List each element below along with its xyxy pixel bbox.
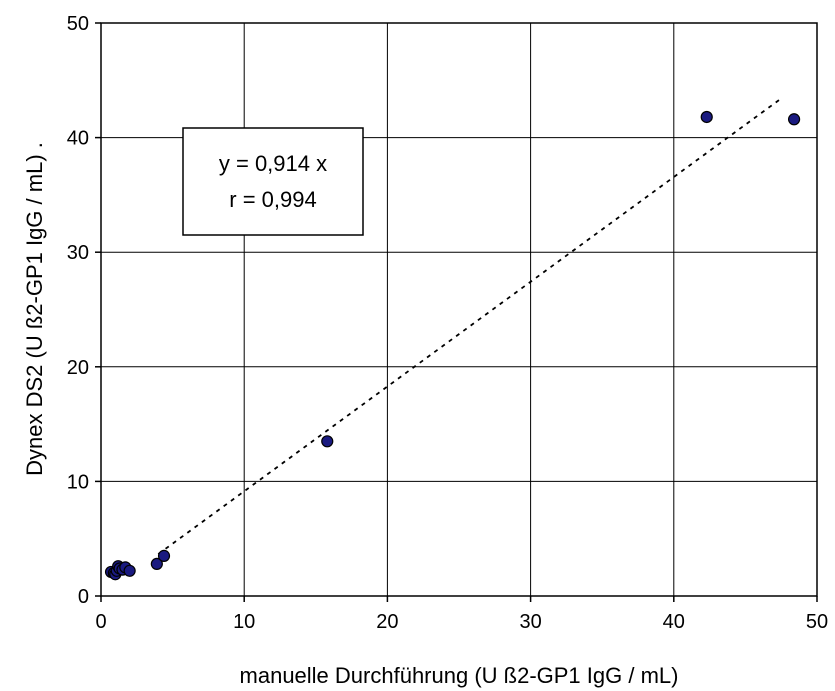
x-tick-label-0: 0 xyxy=(95,611,106,633)
x-tick-label-10: 10 xyxy=(233,611,255,633)
y-tick-label-30: 30 xyxy=(67,242,89,264)
x-tick-label-50: 50 xyxy=(806,611,828,633)
annotation-equation: y = 0,914 x xyxy=(219,151,327,176)
y-tick-label-10: 10 xyxy=(67,471,89,493)
data-point-0-12 xyxy=(700,110,713,124)
data-point-0-13 xyxy=(787,113,801,126)
x-axis-title: manuelle Durchführung (U ß2-GP1 IgG / mL… xyxy=(240,663,679,688)
data-point-0-8 xyxy=(123,564,136,577)
data-points xyxy=(104,110,801,581)
trendline xyxy=(157,98,781,555)
data-point-0-11 xyxy=(321,435,334,448)
annotation-correlation: r = 0,994 xyxy=(229,187,316,212)
data-point-0-9 xyxy=(150,557,163,571)
x-tick-label-30: 30 xyxy=(519,611,541,633)
y-tick-label-0: 0 xyxy=(78,586,89,608)
y-tick-label-20: 20 xyxy=(67,357,89,379)
x-tick-label-20: 20 xyxy=(376,611,398,633)
x-tick-label-40: 40 xyxy=(663,611,685,633)
y-tick-label-50: 50 xyxy=(67,13,89,35)
data-point-0-10 xyxy=(157,549,171,562)
y-tick-label-40: 40 xyxy=(67,128,89,150)
y-axis-title: Dynex DS2 (U ß2-GP1 IgG / mL) . xyxy=(22,142,47,476)
tick-layer: 0 10 20 30 40 50 0 10 20 30 40 50 xyxy=(67,13,828,633)
grid-layer xyxy=(101,23,817,596)
plot-frame xyxy=(100,22,818,597)
annotation-box: y = 0,914 x r = 0,994 xyxy=(182,127,364,236)
